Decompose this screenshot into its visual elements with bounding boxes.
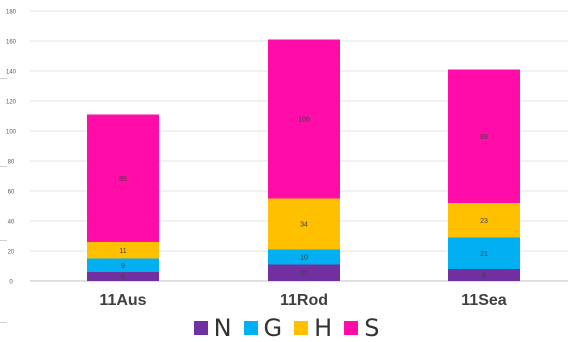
legend-swatch-s — [344, 321, 359, 335]
y-tick-label: 100 — [6, 130, 17, 136]
legend-item-n: N — [193, 314, 232, 342]
y-tick-label: 80 — [8, 160, 15, 166]
stacked-bar-chart: 0 20 40 60 80 100 120 140 160 180 6 9 11 85 11Aus 11 10 3… — [6, 10, 568, 309]
bar-segment-n — [268, 264, 340, 281]
data-label: 6 — [121, 274, 125, 281]
bar-segment-g — [87, 258, 159, 272]
bar-segment-s — [87, 114, 159, 242]
y-tick-label: 160 — [6, 40, 17, 46]
data-label: 34 — [300, 222, 308, 229]
y-tick-label: 20 — [8, 250, 15, 256]
data-label: 8 — [482, 273, 486, 280]
data-label: 85 — [119, 176, 127, 183]
data-label: 11 — [300, 270, 307, 277]
legend-label-g: G — [263, 314, 283, 342]
x-tick-label: 11Rod — [280, 292, 328, 309]
y-tick-label: 0 — [9, 280, 13, 286]
margin-tick — [0, 78, 7, 79]
data-label: 21 — [480, 251, 488, 258]
legend-item-g: G — [243, 314, 283, 342]
data-label: 89 — [480, 134, 488, 141]
legend-item-s: S — [344, 316, 379, 340]
legend-swatch-h — [294, 321, 309, 335]
y-tick-label: 120 — [6, 100, 17, 106]
bar-segment-n — [448, 269, 520, 281]
bar-segment-h — [268, 198, 340, 250]
bar-segment-s — [268, 39, 340, 199]
y-tick-label: 140 — [6, 70, 17, 76]
margin-tick — [0, 166, 7, 167]
legend-swatch-g — [243, 321, 258, 335]
y-tick-label: 60 — [8, 190, 15, 196]
legend-label-n: N — [213, 314, 232, 342]
margin-tick — [0, 240, 7, 241]
data-label: 11 — [119, 248, 126, 255]
x-tick-label: 11Aus — [99, 292, 146, 309]
margin-tick — [0, 322, 7, 323]
bar-segment-n — [87, 272, 159, 281]
y-tick-label: 40 — [8, 220, 15, 226]
bar-segment-h — [448, 203, 520, 238]
x-tick-label: 11Sea — [461, 292, 506, 309]
data-label: 10 — [300, 255, 308, 262]
bar-segment-h — [87, 242, 159, 259]
bar-segment-s — [448, 69, 520, 203]
legend-label-s: S — [364, 314, 380, 342]
data-label: 23 — [480, 218, 488, 225]
legend-label-h: H — [314, 314, 333, 342]
y-tick-label: 180 — [6, 10, 17, 16]
legend-item-h: H — [294, 316, 332, 340]
legend-swatch-n — [193, 321, 208, 335]
data-label: 9 — [121, 263, 125, 270]
chart-legend: N G H S — [0, 314, 573, 342]
bar-segment-g — [268, 249, 340, 265]
left-margin-strip — [0, 0, 10, 342]
bar-segment-g — [448, 237, 520, 269]
data-label: 106 — [298, 117, 310, 124]
